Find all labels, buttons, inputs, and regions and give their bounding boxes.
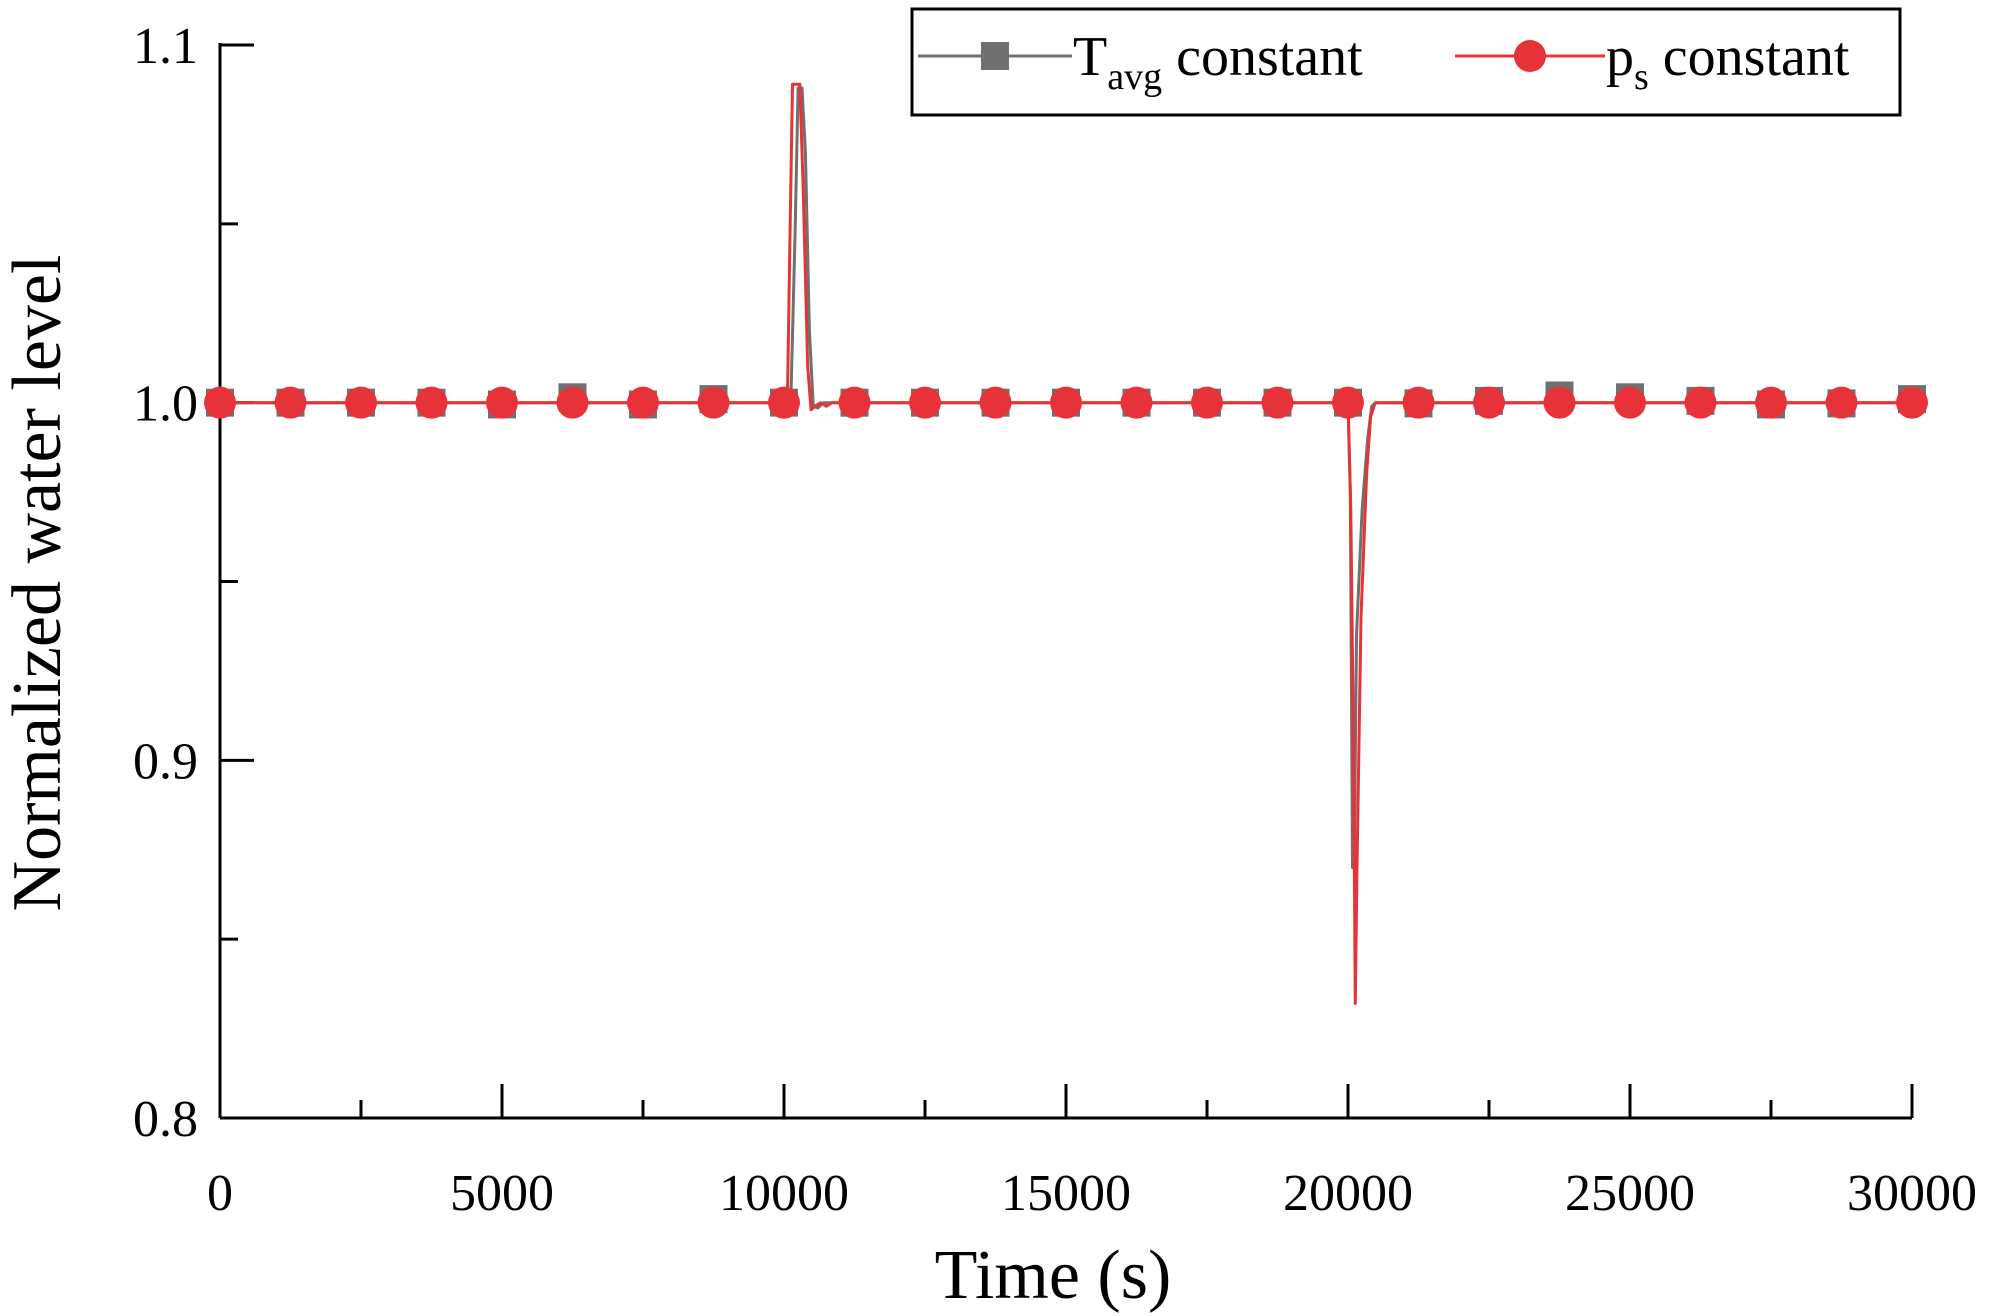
legend: Tavg constant ps constant (910, 7, 1902, 117)
x-axis-title: Time (s) (935, 1237, 1172, 1314)
series-group (204, 82, 1928, 1005)
legend-label-p-s: ps constant (1606, 26, 1850, 98)
legend-marker-t-avg (981, 42, 1009, 70)
legend-label-t-avg-sub: avg (1107, 56, 1162, 98)
data-point-p-s (1543, 386, 1576, 419)
y-tick-label: 0.9 (133, 733, 198, 790)
data-point-p-s (274, 386, 307, 419)
data-point-p-s (1755, 386, 1787, 419)
y-tick-label: 0.8 (133, 1091, 198, 1148)
legend-marker-p-s (1514, 40, 1546, 72)
data-point-p-s (1473, 386, 1505, 419)
data-point-p-s (1191, 386, 1223, 419)
legend-label-p-s-sub: s (1634, 56, 1649, 98)
data-point-p-s (1332, 386, 1364, 419)
data-point-p-s (204, 386, 236, 419)
axes (218, 43, 1914, 1120)
data-point-p-s (415, 386, 448, 419)
legend-label-t-avg: Tavg constant (1073, 26, 1363, 98)
data-point-p-s (556, 386, 589, 419)
data-point-p-s (345, 386, 377, 419)
y-tick-label: 1.0 (133, 376, 198, 433)
legend-label-p-s-suffix: constant (1649, 26, 1850, 88)
legend-box (910, 7, 1902, 117)
series-t-avg (206, 86, 1926, 870)
series-line-p-s (220, 82, 1912, 1005)
data-point-p-s (1261, 386, 1294, 419)
series-p-s (204, 82, 1928, 1005)
x-tick-label: 30000 (1847, 1165, 1977, 1222)
data-point-p-s (838, 386, 871, 419)
x-tick-label: 25000 (1565, 1165, 1695, 1222)
data-point-p-s (1120, 386, 1153, 419)
y-axis-title: Normalized water level (0, 255, 76, 912)
data-point-p-s (627, 386, 659, 419)
x-tick-label: 15000 (1001, 1165, 1131, 1222)
series-line-t-avg (220, 86, 1912, 870)
legend-label-p-s-main: p (1606, 26, 1634, 88)
x-tick-label: 20000 (1283, 1165, 1413, 1222)
legend-label-t-avg-suffix: constant (1162, 26, 1363, 88)
data-point-p-s (1050, 386, 1082, 419)
tick-labels: 0 5000 10000 15000 20000 25000 30000 0.8 0.9 1.0 1… (133, 18, 1977, 1222)
data-point-p-s (979, 386, 1012, 419)
data-point-p-s (1684, 386, 1717, 419)
x-tick-label: 5000 (450, 1165, 554, 1222)
x-tick-label: 10000 (719, 1165, 849, 1222)
data-point-p-s (1402, 386, 1435, 419)
legend-label-t-avg-main: T (1073, 26, 1107, 88)
data-point-p-s (1896, 386, 1928, 419)
data-point-p-s (486, 386, 518, 419)
data-point-p-s (1825, 386, 1858, 419)
y-tick-label: 1.1 (133, 18, 198, 75)
data-point-p-s (697, 386, 730, 419)
data-point-p-s (909, 386, 941, 419)
data-point-p-s (768, 386, 800, 419)
x-tick-label: 0 (207, 1165, 233, 1222)
data-point-p-s (1614, 386, 1646, 419)
